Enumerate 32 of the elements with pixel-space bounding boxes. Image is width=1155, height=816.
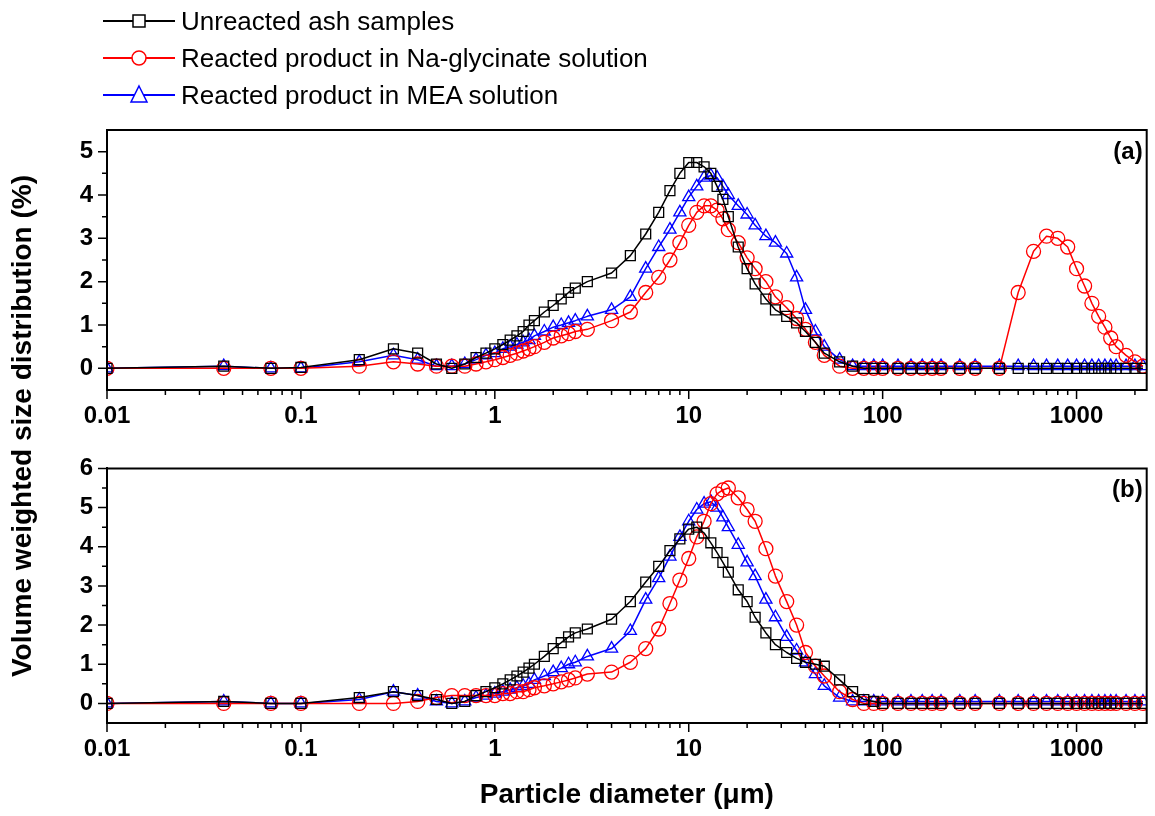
y-tick-label: 1 bbox=[79, 309, 93, 337]
x-tick-label: 1 bbox=[488, 734, 502, 762]
x-tick-label: 0.01 bbox=[83, 734, 131, 762]
y-tick-label: 2 bbox=[79, 266, 93, 294]
y-tick-label: 6 bbox=[79, 453, 93, 481]
y-tick-label: 0 bbox=[79, 352, 93, 380]
annotation: (b) bbox=[1112, 475, 1143, 503]
x-tick-label: 100 bbox=[862, 401, 903, 429]
x-tick-label: 1000 bbox=[1049, 734, 1104, 762]
y-tick-label: 5 bbox=[79, 136, 93, 164]
x-tick-label: 1 bbox=[488, 401, 502, 429]
legend-label: Unreacted ash samples bbox=[181, 4, 455, 38]
y-tick-label: 1 bbox=[79, 648, 93, 676]
y-axis-title: Volume weighted size distribution (%) bbox=[6, 175, 38, 677]
x-tick-label: 0.1 bbox=[284, 734, 318, 762]
y-tick-label: 4 bbox=[79, 179, 94, 207]
legend-label: Reacted product in Na-glycinate solution bbox=[181, 41, 648, 75]
y-tick-label: 3 bbox=[79, 570, 93, 598]
y-tick-label: 4 bbox=[79, 531, 94, 559]
legend-label: Reacted product in MEA solution bbox=[181, 78, 559, 112]
annotation: (a) bbox=[1113, 136, 1143, 164]
x-tick-label: 100 bbox=[862, 734, 903, 762]
y-tick-label: 3 bbox=[79, 222, 93, 250]
x-tick-label: 10 bbox=[675, 401, 703, 429]
x-tick-label: 10 bbox=[675, 734, 703, 762]
y-tick-label: 0 bbox=[79, 688, 93, 716]
x-tick-label: 0.1 bbox=[284, 401, 318, 429]
y-tick-label: 2 bbox=[79, 609, 93, 637]
x-tick-label: 0.01 bbox=[83, 401, 131, 429]
x-tick-label: 1000 bbox=[1049, 401, 1104, 429]
y-tick-label: 5 bbox=[79, 492, 93, 520]
x-axis-title: Particle diameter (μm) bbox=[479, 777, 774, 809]
